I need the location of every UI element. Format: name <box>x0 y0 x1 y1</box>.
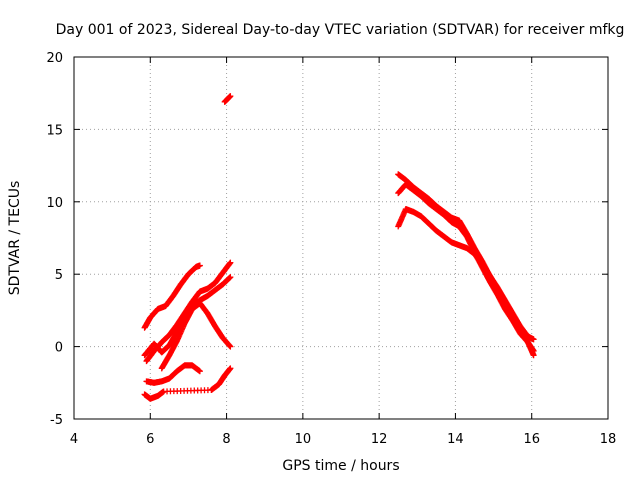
x-tick-label: 10 <box>295 432 312 447</box>
data-points <box>141 93 537 402</box>
x-axis-label: GPS time / hours <box>282 458 399 474</box>
y-tick-label: 0 <box>55 341 63 356</box>
y-tick-label: -5 <box>50 413 63 428</box>
x-tick-label: 16 <box>523 432 540 447</box>
x-tick-label: 18 <box>600 432 617 447</box>
x-ticks: 4 6 8 10 12 14 16 18 <box>70 57 616 447</box>
data-point <box>530 347 537 354</box>
y-tick-label: 5 <box>55 268 63 283</box>
x-tick-label: 8 <box>222 432 230 447</box>
plot-frame <box>73 56 609 420</box>
y-tick-label: 10 <box>46 196 63 211</box>
data-point <box>196 262 203 269</box>
x-tick-label: 4 <box>70 432 78 447</box>
y-ticks: -5 0 5 10 15 20 <box>46 51 608 428</box>
grid <box>74 57 608 419</box>
x-tick-label: 12 <box>371 432 388 447</box>
data-point <box>227 343 234 350</box>
x-tick-label: 14 <box>447 432 464 447</box>
y-tick-label: 15 <box>46 123 63 138</box>
data-point <box>227 274 234 281</box>
chart-title: Day 001 of 2023, Sidereal Day-to-day VTE… <box>56 22 625 38</box>
y-tick-label: 20 <box>46 51 63 66</box>
data-point <box>227 93 234 100</box>
y-axis-label: SDTVAR / TECUs <box>7 181 23 296</box>
data-point <box>530 336 537 343</box>
x-tick-label: 6 <box>146 432 154 447</box>
data-point <box>227 365 234 372</box>
data-point <box>227 259 234 266</box>
data-point <box>196 368 203 375</box>
